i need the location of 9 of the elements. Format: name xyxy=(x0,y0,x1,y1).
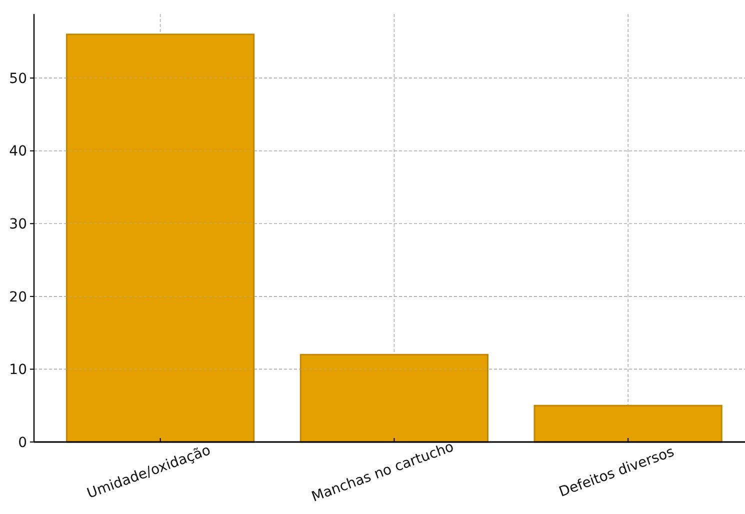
y-tick-label: 30 xyxy=(9,216,27,233)
bar xyxy=(66,34,255,443)
y-tick-label: 0 xyxy=(18,434,27,451)
y-tick-label: 50 xyxy=(9,70,27,87)
y-tick-label: 10 xyxy=(9,362,27,378)
bar xyxy=(534,404,722,443)
bar xyxy=(300,354,488,443)
y-tick-label: 20 xyxy=(9,289,27,306)
y-tick-label: 40 xyxy=(9,144,27,160)
